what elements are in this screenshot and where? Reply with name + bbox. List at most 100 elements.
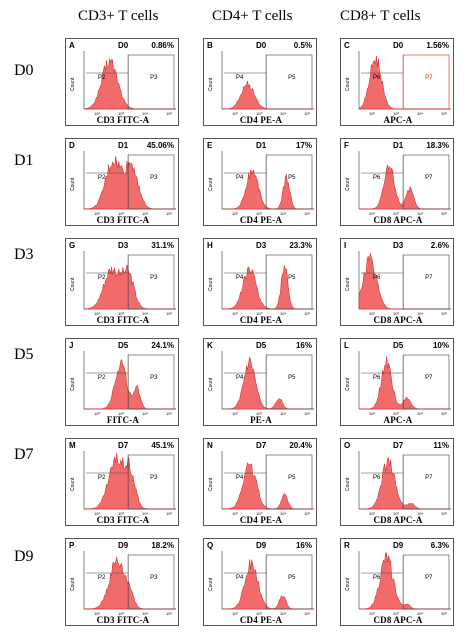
x-tick-label: 10⁵ [304, 311, 310, 316]
x-tick-label: 10⁵ [304, 511, 310, 516]
gate-label-2: P7 [425, 475, 433, 481]
x-axis-label: CD3 FITC-A [96, 215, 150, 225]
histogram-panel-h: H D3 23.3% P4 P5 Count 10² 10³ 10⁴ 10⁵ CD4 PE-A [203, 238, 317, 326]
x-tick-label: 10² [369, 311, 375, 316]
panel-day: D5 [118, 341, 129, 350]
row-label-d9: D9 [14, 548, 34, 565]
x-tick-label: 10⁵ [166, 111, 172, 116]
x-tick-label: 10⁵ [304, 411, 310, 416]
panel-day: D9 [118, 541, 129, 550]
gate-right [265, 154, 313, 210]
y-axis-label: Count [70, 277, 76, 291]
gate-label-2: P3 [150, 475, 158, 481]
y-axis-label: Count [208, 77, 214, 91]
histogram-area [222, 265, 314, 310]
histogram-panel-n: N D7 20.4% P4 P5 Count 10² 10³ 10⁴ 10⁵ CD4 PE-A [203, 438, 317, 526]
histogram-plot: P2 P3 Count 10² 10³ 10⁴ 10⁵ [70, 251, 176, 316]
x-tick-label: 10³ [118, 111, 124, 116]
x-tick-label: 10² [232, 111, 238, 116]
x-tick-label: 10⁴ [142, 611, 148, 616]
x-tick-label: 10² [94, 411, 100, 416]
gate-label-2: P5 [288, 175, 296, 181]
panel-letter: O [344, 441, 351, 450]
panel-day: D5 [256, 341, 267, 350]
histogram-area [222, 356, 314, 410]
histogram-panel-o: O D7 11% P6 P7 Count 10² 10³ 10⁴ 10⁵ CD8 APC-A [340, 438, 454, 526]
gate-label-2: P5 [288, 575, 296, 581]
x-tick-label: 10⁵ [441, 411, 447, 416]
gate-label-1: P4 [236, 575, 244, 581]
x-axis-label: CD4 PE-A [239, 315, 283, 325]
histogram-panel-f: F D1 18.3% P6 P7 Count 10² 10³ 10⁴ 10⁵ CD8 APC-A [340, 138, 454, 226]
x-tick-label: 10³ [393, 511, 399, 516]
histogram-plot: P4 P5 Count 10² 10³ 10⁴ 10⁵ [208, 51, 314, 116]
histogram-plot: P6 P7 Count 10² 10³ 10⁴ 10⁵ [345, 451, 451, 516]
x-tick-label: 10³ [256, 211, 262, 216]
x-tick-label: 10² [232, 511, 238, 516]
x-tick-label: 10⁵ [441, 511, 447, 516]
y-axis-label: Count [70, 77, 76, 91]
panel-letter: G [69, 241, 76, 250]
gate-label-1: P4 [236, 275, 244, 281]
x-tick-label: 10⁵ [441, 211, 447, 216]
gate-right [127, 454, 175, 510]
x-tick-label: 10² [94, 611, 100, 616]
x-axis-label: APC-A [383, 415, 413, 425]
panel-letter: J [69, 341, 74, 350]
histogram-area [222, 80, 314, 110]
panel-percent: 16% [295, 541, 312, 550]
x-tick-label: 10⁵ [441, 311, 447, 316]
histogram-plot: P4 P5 Count 10² 10³ 10⁴ 10⁵ [208, 151, 314, 216]
panel-percent: 1.56% [426, 41, 449, 50]
histogram-panel-d: D D1 45.06% P2 P3 Count 10² 10³ 10⁴ 10⁵ CD3 FITC-A [65, 138, 179, 226]
gate-label-1: P6 [373, 275, 381, 281]
gate-label-1: P4 [236, 75, 244, 81]
gate-label-1: P6 [373, 575, 381, 581]
histogram-area [222, 559, 314, 610]
histogram-plot: P6 P7 Count 10² 10³ 10⁴ 10⁵ [345, 351, 451, 416]
x-tick-label: 10⁴ [280, 611, 286, 616]
gate-label-2: P3 [150, 275, 158, 281]
x-tick-label: 10² [369, 211, 375, 216]
y-axis-label: Count [208, 277, 214, 291]
panel-percent: 23.3% [289, 241, 312, 250]
panel-percent: 10% [432, 341, 449, 350]
gate-label-1: P2 [98, 175, 106, 181]
histogram-plot: P4 P5 Count 10² 10³ 10⁴ 10⁵ [208, 351, 314, 416]
gate-right [127, 154, 175, 210]
gate-label-1: P2 [98, 575, 106, 581]
panel-day: D7 [393, 441, 404, 450]
x-axis-label: CD4 PE-A [239, 115, 283, 125]
x-tick-label: 10⁵ [304, 111, 310, 116]
gate-right [402, 154, 450, 210]
x-tick-label: 10² [94, 311, 100, 316]
panel-day: D7 [118, 441, 129, 450]
row-label-d3: D3 [14, 246, 34, 263]
x-tick-label: 10³ [256, 111, 262, 116]
gate-label-2: P3 [150, 575, 158, 581]
panel-letter: H [207, 241, 213, 250]
x-axis-label: CD8 APC-A [373, 615, 423, 625]
panel-day: D5 [393, 341, 404, 350]
gate-right [265, 254, 313, 310]
gate-right [402, 454, 450, 510]
panel-day: D9 [393, 541, 404, 550]
gate-label-1: P4 [236, 475, 244, 481]
panel-percent: 18.3% [426, 141, 449, 150]
x-axis-label: FITC-A [106, 415, 140, 425]
x-tick-label: 10² [369, 611, 375, 616]
x-tick-label: 10² [232, 211, 238, 216]
gate-right [402, 354, 450, 410]
panel-letter: B [207, 41, 213, 50]
panel-letter: D [69, 141, 75, 150]
y-axis-label: Count [208, 577, 214, 591]
gate-label-1: P2 [98, 475, 106, 481]
histogram-panel-c: C D0 1.56% P6 P7 Count 10² 10³ 10⁴ 10⁵ APC-A [340, 38, 454, 126]
panel-letter: Q [207, 541, 214, 550]
panel-letter: E [207, 141, 213, 150]
histogram-panel-p: P D9 18.2% P2 P3 Count 10² 10³ 10⁴ 10⁵ CD3 FITC-A [65, 538, 179, 626]
gate-label-2: P7 [425, 175, 433, 181]
panel-percent: 16% [295, 341, 312, 350]
gate-right [265, 354, 313, 410]
gate-right [402, 554, 450, 610]
